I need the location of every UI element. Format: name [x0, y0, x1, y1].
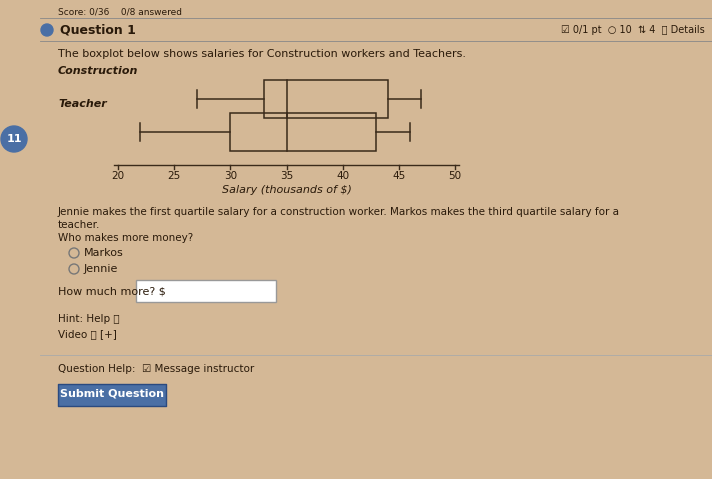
Text: 11: 11 [6, 134, 22, 144]
Text: Teacher: Teacher [58, 99, 107, 109]
Text: Jennie: Jennie [84, 264, 118, 274]
Text: The boxplot below shows salaries for Construction workers and Teachers.: The boxplot below shows salaries for Con… [58, 49, 466, 59]
Text: teacher.: teacher. [58, 220, 100, 230]
Bar [264, 80, 387, 118]
Text: 20: 20 [112, 171, 125, 181]
Text: 35: 35 [280, 171, 293, 181]
Text: Question 1: Question 1 [60, 23, 136, 36]
Text: Video ⓘ [+]: Video ⓘ [+] [58, 329, 117, 339]
Bar [58, 384, 166, 406]
Text: Construction: Construction [58, 66, 138, 76]
Text: 45: 45 [392, 171, 405, 181]
Text: Markos: Markos [84, 248, 124, 258]
Text: Salary (thousands of $): Salary (thousands of $) [221, 185, 352, 195]
Text: Hint: Help ⓘ: Hint: Help ⓘ [58, 314, 120, 324]
Text: 50: 50 [449, 171, 461, 181]
Text: ☑ 0/1 pt  ○ 10  ⇅ 4  ⓘ Details: ☑ 0/1 pt ○ 10 ⇅ 4 ⓘ Details [561, 25, 705, 35]
Bar [136, 280, 276, 302]
Text: 40: 40 [336, 171, 349, 181]
Text: Question Help:  ☑ Message instructor: Question Help: ☑ Message instructor [58, 364, 254, 374]
Text: Who makes more money?: Who makes more money? [58, 233, 193, 243]
Circle shape [41, 24, 53, 36]
Text: Submit Question: Submit Question [60, 389, 164, 399]
Text: 30: 30 [224, 171, 237, 181]
Bar [231, 113, 377, 151]
Circle shape [1, 126, 27, 152]
Text: Score: 0/36    0/8 answered: Score: 0/36 0/8 answered [58, 7, 182, 16]
Text: Jennie makes the first quartile salary for a construction worker. Markos makes t: Jennie makes the first quartile salary f… [58, 207, 620, 217]
Text: How much more? $: How much more? $ [58, 286, 166, 296]
Text: 25: 25 [167, 171, 181, 181]
